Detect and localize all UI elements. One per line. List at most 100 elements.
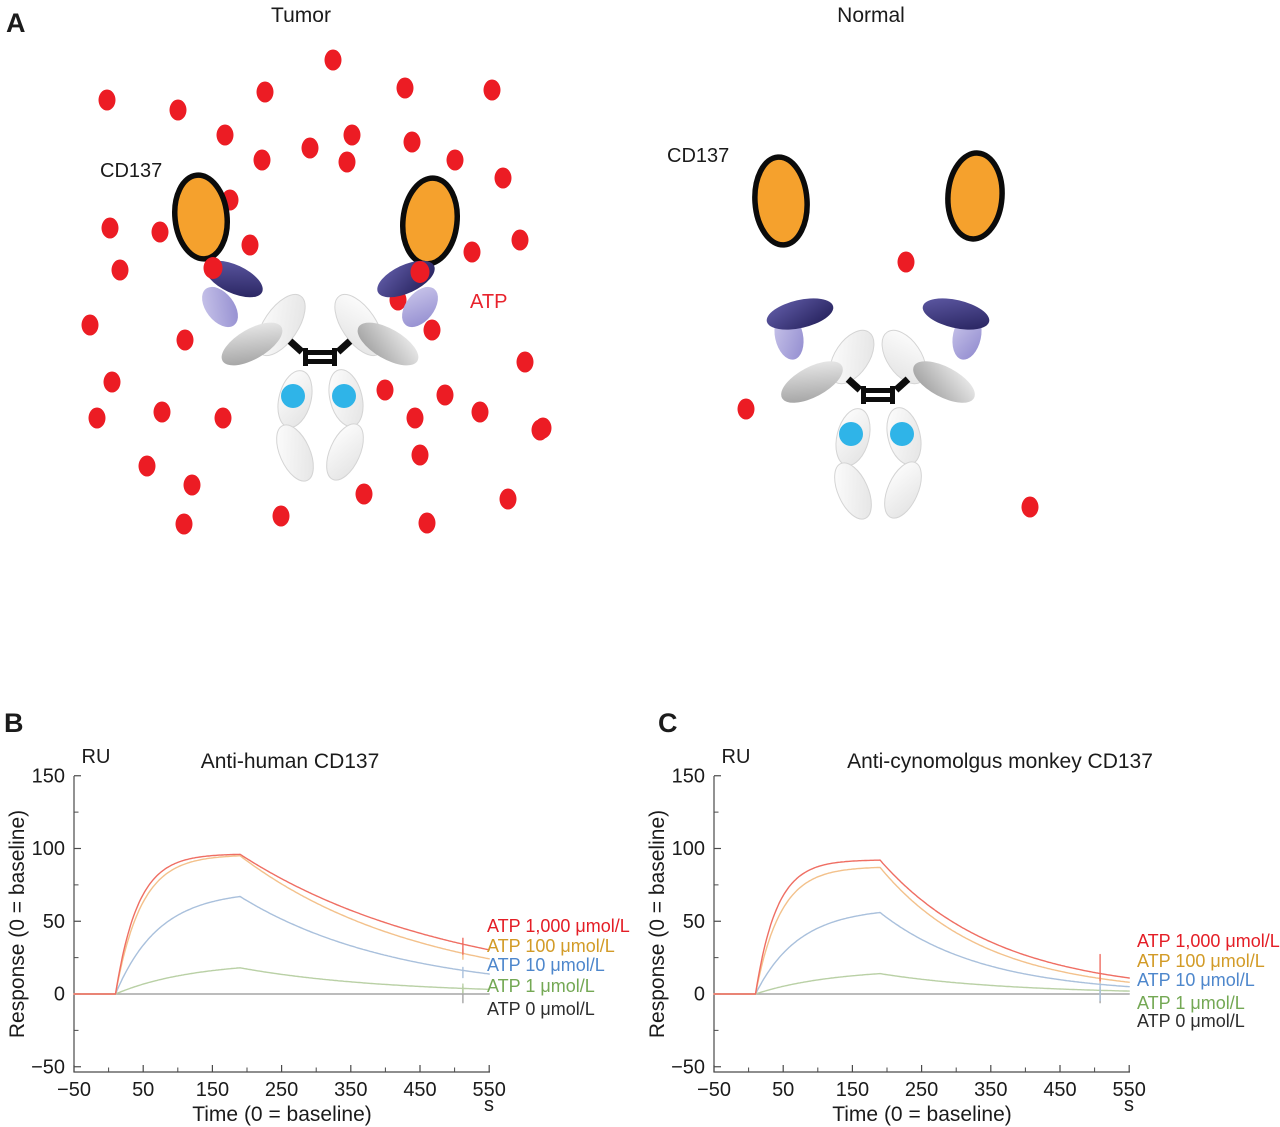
legend-atp-100-mol-l: ATP 100 μmol/L [1137, 951, 1265, 971]
atp-dot [301, 137, 319, 159]
panel-a-letter: A [6, 8, 26, 38]
hinge [845, 376, 911, 404]
x-tick-label: 150 [836, 1079, 869, 1101]
atp-dot [446, 149, 464, 171]
legend-atp-1-000-mol-l: ATP 1,000 μmol/L [1137, 931, 1280, 951]
x-tick-label: 550 [473, 1079, 506, 1101]
atp-dot [494, 167, 512, 189]
atp-dot [471, 401, 489, 423]
atp-dot [897, 251, 915, 273]
atp-dot [338, 151, 356, 173]
atp-dot [411, 444, 429, 466]
atp-junction-dot [203, 257, 223, 279]
legend-atp-100-mol-l: ATP 100 μmol/L [487, 936, 615, 956]
x-tick-label: 50 [772, 1079, 794, 1101]
panel-a-graphics [81, 49, 1039, 535]
atp-dot [256, 81, 274, 103]
fc-domain-3 [884, 461, 922, 519]
atp-dot [499, 488, 517, 510]
atp-dot [436, 384, 454, 406]
curve-atp-1-mol-l [713, 972, 1130, 996]
hinge-cap-left [861, 386, 866, 404]
y-tick-label: 150 [672, 765, 705, 787]
hinge-bar-top [864, 388, 892, 393]
hinge-bar-bottom [306, 359, 334, 364]
y-tick-label: −50 [671, 1056, 705, 1078]
hinge-cap-right [332, 348, 337, 366]
antibody-normal [766, 298, 990, 520]
cell-normal [737, 150, 1039, 520]
chart-c-anti-cynomolgus-cd137: C Anti-cynomolgus monkey CD137 RU Respon… [646, 708, 1280, 1126]
x-tick-label: 350 [334, 1079, 367, 1101]
atp-dot [423, 319, 441, 341]
axes [73, 776, 490, 1073]
x-tick-label: 250 [265, 1079, 298, 1101]
atp-junction-dot [410, 261, 430, 283]
heavy-chain-domain-left [221, 322, 283, 366]
curve-atp-0-mol-l [713, 988, 1130, 1004]
hinge-cap-left [303, 348, 308, 366]
atp-dot [175, 513, 193, 535]
chart-c-x-unit: s [1124, 1094, 1134, 1116]
legend-atp-0-mol-l: ATP 0 μmol/L [487, 999, 595, 1019]
atp-dot [81, 314, 99, 336]
x-tick-label: 150 [196, 1079, 229, 1101]
hinge-wedge-left [845, 376, 863, 393]
chart-b-title: Anti-human CD137 [201, 750, 380, 773]
atp-dot [516, 351, 534, 373]
fc-domain-3 [326, 423, 364, 481]
curve-atp-1-000-mol-l [73, 853, 490, 995]
atp-dot [216, 124, 234, 146]
x-tick-label: 550 [1113, 1079, 1146, 1101]
hinge-cap-right [890, 386, 895, 404]
chart-b-x-unit: s [484, 1094, 494, 1116]
y-tick-label: 0 [694, 984, 705, 1006]
fc-domain-2 [834, 462, 872, 520]
atp-dot [183, 474, 201, 496]
hinge-wedge-left [287, 338, 305, 355]
y-tick-label: 50 [683, 911, 705, 933]
normal-title: Normal [837, 4, 905, 27]
glyco-dot-0 [281, 384, 305, 408]
hinge-bar-top [306, 350, 334, 355]
cd137-receptor-1 [400, 175, 460, 267]
chart-c-plot: −50 0 50 100 150 −50 50 150 250 350 450 550 ATP 1,00… [671, 765, 1280, 1101]
chart-c-title: Anti-cynomolgus monkey CD137 [847, 750, 1153, 773]
glyco-dot-0 [839, 422, 863, 446]
y-tick-label: −50 [31, 1056, 65, 1078]
atp-dot [376, 379, 394, 401]
atp-dot [737, 398, 755, 420]
light-chain-tip-left [202, 286, 238, 328]
hinge-wedge-right [335, 338, 353, 355]
atp-dot [98, 89, 116, 111]
cd137-label-normal: CD137 [667, 145, 729, 167]
curve-atp-100-mol-l [713, 866, 1130, 995]
variable-domain-tip-right [922, 298, 990, 330]
heavy-chain-domain-left [781, 361, 843, 403]
curve-atp-10-mol-l [73, 895, 490, 995]
atp-dot [463, 241, 481, 263]
atp-dot [355, 483, 373, 505]
atp-dot [151, 221, 169, 243]
chart-b-y-axis-label: Response (0 = baseline) [6, 810, 29, 1038]
y-tick-label: 100 [32, 838, 65, 860]
atp-dot [418, 512, 436, 534]
antibody-tumor [202, 260, 438, 482]
x-tick-label: −50 [57, 1079, 91, 1101]
atp-dot [88, 407, 106, 429]
atp-dot [406, 407, 424, 429]
cd137-label-tumor: CD137 [100, 160, 162, 182]
panel-a-schematic: A Tumor Normal CD137 CD137 ATP [6, 4, 1039, 535]
curve-atp-100-mol-l [73, 855, 490, 995]
glyco-dot-1 [890, 422, 914, 446]
legend-atp-1-mol-l: ATP 1 μmol/L [1137, 993, 1245, 1013]
fc-domain-2 [276, 424, 314, 482]
x-tick-label: 450 [1043, 1079, 1076, 1101]
y-tick-label: 50 [43, 911, 65, 933]
chart-b-ru-label: RU [82, 746, 111, 768]
tumor-title: Tumor [271, 4, 331, 27]
atp-dot [343, 124, 361, 146]
atp-dot [101, 217, 119, 239]
chart-c-x-axis-label: Time (0 = baseline) [832, 1103, 1012, 1126]
panel-b-letter: B [4, 708, 24, 738]
